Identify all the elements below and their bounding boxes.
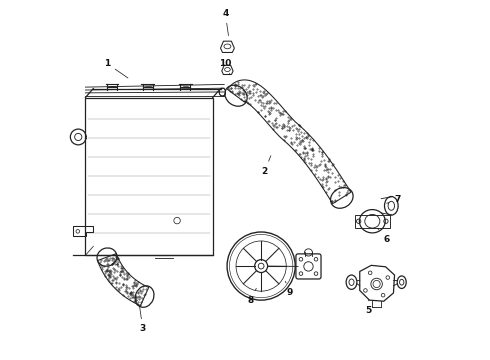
Text: 10: 10 — [219, 59, 231, 74]
Text: 5: 5 — [366, 299, 372, 315]
Text: 8: 8 — [247, 288, 256, 305]
Text: 6: 6 — [378, 228, 390, 244]
Text: 2: 2 — [262, 156, 271, 176]
Text: 1: 1 — [104, 59, 128, 78]
Text: 3: 3 — [140, 306, 146, 333]
Text: 9: 9 — [285, 281, 293, 297]
Text: 7: 7 — [387, 195, 401, 204]
Text: 4: 4 — [222, 9, 228, 36]
